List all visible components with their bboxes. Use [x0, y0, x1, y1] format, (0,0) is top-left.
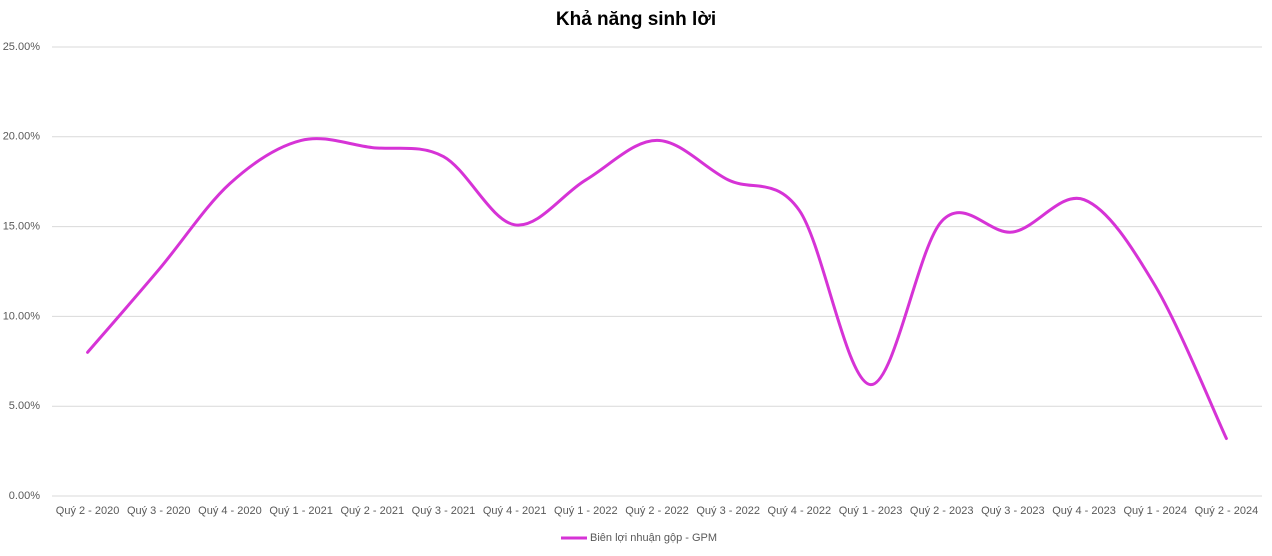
- x-tick-label: Quý 1 - 2022: [554, 505, 618, 517]
- line: [86, 137, 1228, 441]
- x-tick-label: Quý 4 - 2023: [1052, 505, 1116, 517]
- y-tick-label: 0.00%: [9, 490, 40, 502]
- x-tick-label: Quý 4 - 2020: [198, 505, 262, 517]
- x-tick-label: Quý 2 - 2022: [625, 505, 689, 517]
- y-tick-label: 10.00%: [3, 310, 41, 322]
- x-tick-label: Quý 2 - 2024: [1195, 505, 1259, 517]
- x-tick-label: Quý 1 - 2024: [1123, 505, 1187, 517]
- x-tick-label: Quý 3 - 2023: [981, 505, 1045, 517]
- x-tick-label: Quý 3 - 2020: [127, 505, 191, 517]
- x-tick-label: Quý 2 - 2021: [340, 505, 404, 517]
- y-tick-label: 25.00%: [3, 41, 41, 53]
- x-tick-label: Quý 2 - 2023: [910, 505, 974, 517]
- x-tick-label: Quý 2 - 2020: [56, 505, 120, 517]
- chart-title: Khả năng sinh lời: [556, 9, 716, 30]
- y-tick-label: 5.00%: [9, 400, 40, 412]
- x-tick-label: Quý 3 - 2022: [696, 505, 760, 517]
- legend-label: Biên lợi nhuận gộp - GPM: [590, 532, 717, 544]
- y-tick-label: 15.00%: [3, 221, 41, 233]
- x-tick-label: Quý 1 - 2023: [839, 505, 903, 517]
- x-tick-label: Quý 4 - 2022: [768, 505, 832, 517]
- x-tick-label: Quý 3 - 2021: [412, 505, 476, 517]
- x-tick-label: Quý 4 - 2021: [483, 505, 547, 517]
- y-tick-label: 20.00%: [3, 131, 41, 143]
- x-tick-label: Quý 1 - 2021: [269, 505, 333, 517]
